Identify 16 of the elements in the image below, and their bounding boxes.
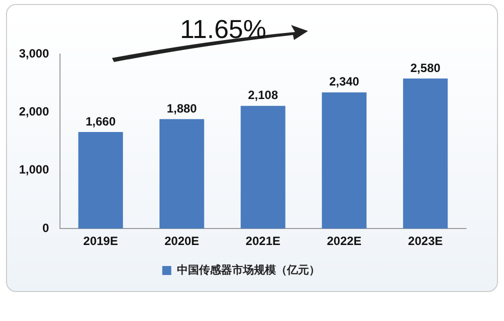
- x-tick-label: 2023E: [408, 234, 443, 248]
- y-tick-label: 3,000: [19, 46, 50, 60]
- x-tick-label: 2019E: [83, 234, 118, 248]
- legend-label: 中国传感器市场规模（亿元）: [176, 264, 320, 277]
- data-label: 1,880: [166, 101, 198, 116]
- x-tick-label: 2021E: [246, 234, 280, 248]
- y-tick-label: 1,000: [19, 162, 50, 177]
- data-label: 1,660: [86, 114, 116, 128]
- x-tick-label: 2020E: [164, 234, 200, 248]
- x-tick-label: 2022E: [326, 234, 362, 248]
- y-tick-label: 0: [42, 220, 50, 235]
- text: 11.65%: [180, 14, 266, 45]
- y-tick-label: 2,000: [19, 104, 50, 119]
- data-label: 2,108: [248, 88, 278, 102]
- data-label: 2,580: [410, 60, 441, 75]
- data-label: 2,340: [329, 74, 360, 89]
